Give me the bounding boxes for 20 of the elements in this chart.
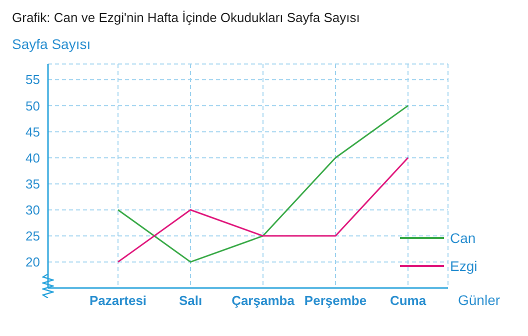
chart-title: Grafik: Can ve Ezgi'nin Hafta İçinde Okudukları Sayfa Sayısı [12, 10, 360, 25]
y-tick-label: 30 [26, 202, 40, 218]
x-tick-label: Salı [178, 293, 202, 308]
y-axis-title: Sayfa Sayısı [12, 36, 91, 52]
y-tick-label: 50 [26, 98, 40, 114]
y-tick-label: 20 [26, 254, 40, 270]
y-tick-label: 45 [26, 124, 40, 140]
y-tick-label: 55 [26, 72, 40, 88]
line-series [117, 157, 409, 263]
x-tick-label: Pazartesi [89, 293, 147, 308]
x-tick-label: Cuma [390, 293, 427, 308]
y-tick-label: 40 [26, 150, 40, 166]
x-tick-label: Çarşamba [232, 293, 296, 308]
legend-label: Ezgi [450, 258, 478, 274]
line-series [117, 104, 409, 263]
x-axis-title: Günler [458, 292, 500, 308]
y-tick-label: 35 [26, 176, 40, 192]
x-tick-label: Perşembe [304, 293, 367, 308]
y-tick-label: 25 [26, 228, 40, 244]
legend-label: Can [450, 230, 476, 246]
